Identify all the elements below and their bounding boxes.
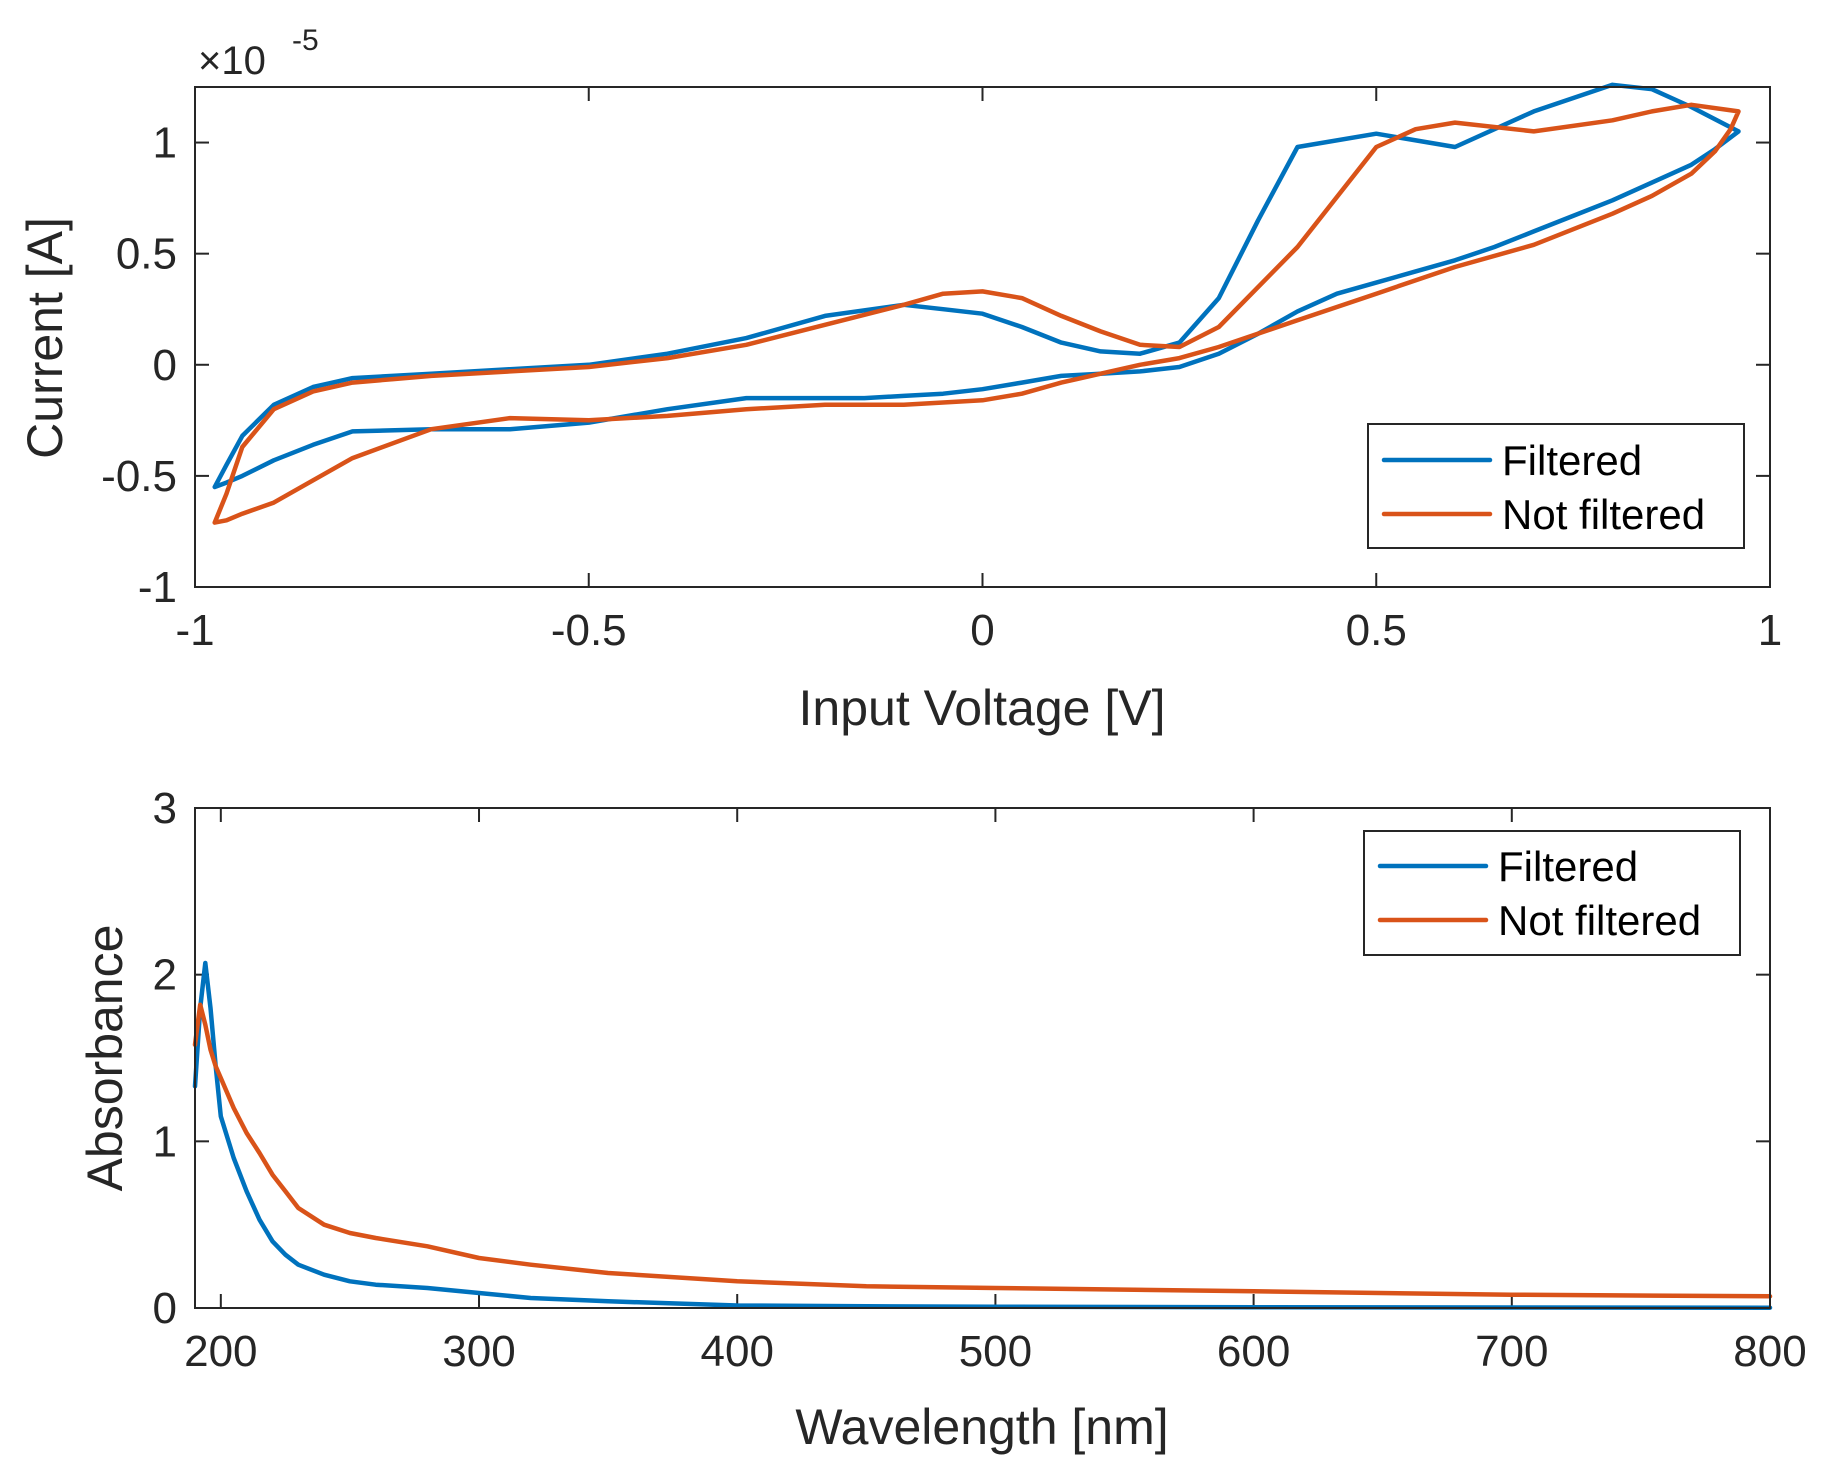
abs-series-not-filtered <box>192 1002 1773 1299</box>
abs-xtick-label: 300 <box>442 1327 515 1376</box>
abs-ytick-label: 0 <box>153 1284 177 1333</box>
abs-ytick-label: 2 <box>153 951 177 1000</box>
abs-chart: 200 300 400 500 600 700 800 0 1 2 3 Wavelength [n… <box>77 784 1807 1455</box>
cv-xtick-label: -0.5 <box>551 606 627 655</box>
cv-ytick-label: -1 <box>138 563 177 612</box>
cv-legend-label-filtered: Filtered <box>1502 437 1642 484</box>
abs-xtick-labels: 200 300 400 500 600 700 800 <box>184 1327 1807 1376</box>
abs-x-axis-label: Wavelength [nm] <box>795 1399 1168 1455</box>
abs-ytick-labels: 0 1 2 3 <box>153 784 177 1333</box>
abs-axes-box <box>194 807 1771 1309</box>
cv-ytick-label: -0.5 <box>101 452 177 501</box>
abs-xtick-label: 500 <box>959 1327 1032 1376</box>
cv-legend-label-not-filtered: Not filtered <box>1502 491 1705 538</box>
abs-xtick-label: 200 <box>184 1327 257 1376</box>
cv-xtick-label: -1 <box>175 606 214 655</box>
cv-chart: -1 -0.5 0 0.5 1 -1 -0.5 0 0.5 1 ×10 -5 Input Vol… <box>17 24 1782 736</box>
cv-y-axis-label: Current [A] <box>17 217 73 459</box>
abs-legend-label-filtered: Filtered <box>1498 843 1638 890</box>
cv-legend: Filtered Not filtered <box>1367 423 1745 549</box>
abs-series <box>192 960 1773 1310</box>
cv-ytick-label: 0.5 <box>116 230 177 279</box>
cv-ytick-labels: -1 -0.5 0 0.5 1 <box>101 119 177 612</box>
abs-legend-box <box>1363 830 1741 956</box>
cv-series-not-filtered <box>212 102 1741 525</box>
cv-xtick-label: 0 <box>970 606 994 655</box>
cv-xtick-label: 0.5 <box>1346 606 1407 655</box>
cv-xtick-label: 1 <box>1758 606 1782 655</box>
abs-legend-label-not-filtered: Not filtered <box>1498 897 1701 944</box>
cv-exponent-multiplier: ×10 <box>198 39 266 83</box>
cv-exponent-power: -5 <box>292 24 319 57</box>
cv-legend-box <box>1367 423 1745 549</box>
cv-ytick-label: 0 <box>153 341 177 390</box>
abs-ytick-label: 1 <box>153 1117 177 1166</box>
abs-xtick-label: 400 <box>701 1327 774 1376</box>
cv-series-filtered <box>212 82 1741 490</box>
abs-xtick-label: 700 <box>1475 1327 1548 1376</box>
abs-xtick-label: 600 <box>1217 1327 1290 1376</box>
cv-axes-box <box>194 86 1771 588</box>
abs-ytick-label: 3 <box>153 784 177 833</box>
cv-series <box>212 82 1741 525</box>
abs-y-axis-label: Absorbance <box>77 925 133 1192</box>
cv-x-axis-label: Input Voltage [V] <box>799 680 1166 736</box>
abs-legend: Filtered Not filtered <box>1363 830 1741 956</box>
cv-ytick-label: 1 <box>153 119 177 168</box>
cv-xtick-labels: -1 -0.5 0 0.5 1 <box>175 606 1782 655</box>
abs-xtick-label: 800 <box>1733 1327 1806 1376</box>
